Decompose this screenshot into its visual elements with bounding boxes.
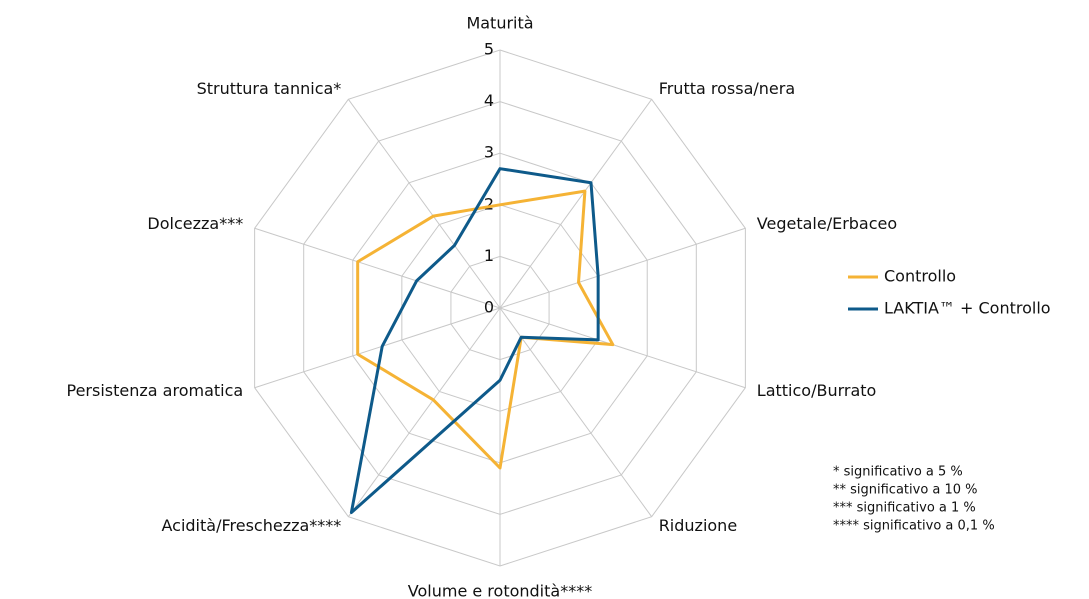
footnote: *** significativo a 1 % xyxy=(833,501,976,516)
spoke xyxy=(254,227,501,309)
axis-label: Vegetale/Erbaceo xyxy=(757,214,897,233)
spoke xyxy=(499,98,653,309)
r-tick-label: 2 xyxy=(484,194,494,213)
spoke xyxy=(499,307,746,389)
axis-label: Struttura tannica* xyxy=(197,79,342,98)
spoke xyxy=(347,307,501,518)
spoke xyxy=(347,98,501,309)
r-tick-label: 5 xyxy=(484,40,494,59)
series-line xyxy=(356,189,615,470)
spoke xyxy=(499,227,746,309)
spoke xyxy=(499,307,653,518)
axis-label: Riduzione xyxy=(659,516,737,535)
footnote: **** significativo a 0,1 % xyxy=(833,519,995,534)
axis-label: Dolcezza*** xyxy=(147,214,243,233)
r-tick-label: 0 xyxy=(484,298,494,317)
r-tick-label: 3 xyxy=(484,143,494,162)
axis-label: Persistenza aromatica xyxy=(67,381,244,400)
axis-label: Lattico/Burrato xyxy=(757,381,877,400)
r-tick-label: 4 xyxy=(484,91,494,110)
legend-label: Controllo xyxy=(884,267,956,286)
axis-label: Volume e rotondità**** xyxy=(408,582,592,599)
axis-label: Maturità xyxy=(466,14,533,33)
r-tick-label: 1 xyxy=(484,246,494,265)
axis-label: Acidità/Freschezza**** xyxy=(161,516,341,535)
legend-label: LAKTIA™ + Controllo xyxy=(884,299,1051,318)
footnote: * significativo a 5 % xyxy=(833,465,963,480)
series-line xyxy=(349,167,600,515)
axis-label: Frutta rossa/nera xyxy=(659,79,795,98)
footnote: ** significativo a 10 % xyxy=(833,483,978,498)
spoke xyxy=(254,307,501,389)
